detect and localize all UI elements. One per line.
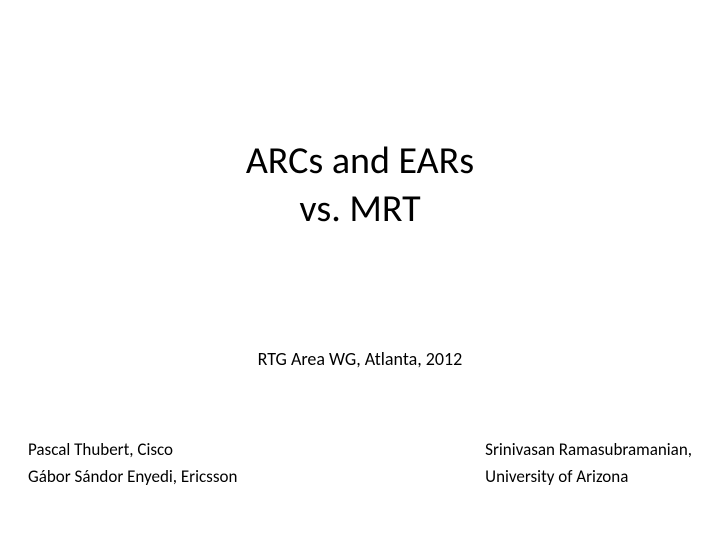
subtitle-block: RTG Area WG, Atlanta, 2012 <box>0 348 720 370</box>
author-right-line-1: Srinivasan Ramasubramanian, <box>485 437 692 463</box>
author-right-block: Srinivasan Ramasubramanian, University o… <box>485 437 692 490</box>
author-left-line-2: Gábor Sándor Enyedi, Ericsson <box>28 464 237 490</box>
author-left-line-1: Pascal Thubert, Cisco <box>28 437 237 463</box>
title-line-1: ARCs and EARs <box>0 138 720 186</box>
author-left-block: Pascal Thubert, Cisco Gábor Sándor Enyed… <box>28 437 237 490</box>
author-right-line-2: University of Arizona <box>485 464 692 490</box>
subtitle-text: RTG Area WG, Atlanta, 2012 <box>0 348 720 370</box>
title-block: ARCs and EARs vs. MRT <box>0 138 720 233</box>
title-line-2: vs. MRT <box>0 186 720 234</box>
